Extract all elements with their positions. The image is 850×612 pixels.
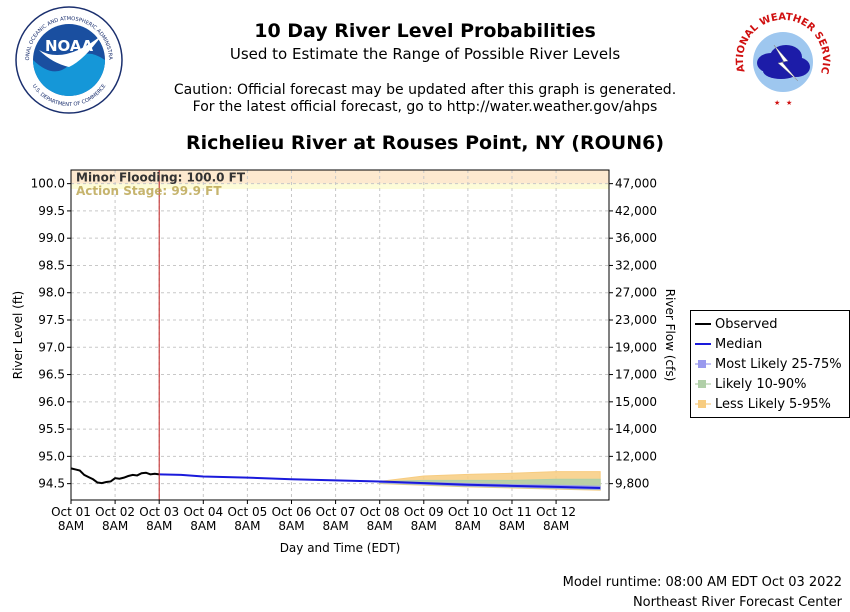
legend-item-most-likely: Most Likely 25-75%: [695, 355, 842, 373]
y2-tick-label: 36,000: [615, 231, 657, 245]
y-tick-label: 97.5: [38, 313, 65, 327]
legend-item-observed: Observed: [695, 315, 778, 333]
legend-item-likely: Likely 10-90%: [695, 375, 806, 393]
y2-tick-label: 42,000: [615, 204, 657, 218]
x-tick-label-day: Oct 07: [316, 505, 356, 519]
y2-tick-label: 47,000: [615, 177, 657, 191]
forecast-link-text[interactable]: For the latest official forecast, go to …: [192, 99, 658, 115]
x-tick-label-day: Oct 02: [95, 505, 135, 519]
svg-text:★: ★: [774, 99, 780, 107]
y-tick-label: 96.5: [38, 368, 65, 382]
x-tick-label-day: Oct 01: [51, 505, 91, 519]
y-tick-label: 98.5: [38, 258, 65, 272]
minor-flood-zone: [71, 170, 609, 184]
x-tick-label-day: Oct 05: [227, 505, 267, 519]
y2-axis-title: River Flow (cfs): [663, 289, 677, 382]
y2-tick-label: 14,000: [615, 422, 657, 436]
x-tick-label-time: 8AM: [146, 519, 172, 533]
y-tick-label: 94.5: [38, 477, 65, 491]
legend-item-median: Median: [695, 335, 762, 353]
action-stage-zone: [71, 183, 609, 190]
y-axis-title: River Level (ft): [11, 291, 25, 379]
y2-tick-label: 12,000: [615, 449, 657, 463]
y2-tick-label: 17,000: [615, 368, 657, 382]
chart-title: 10 Day River Level Probabilities: [254, 20, 596, 42]
forecast-center: Northeast River Forecast Center: [632, 595, 842, 610]
y-tick-label: 95.5: [38, 422, 65, 436]
noaa-logo: NOAA NATIONAL OCEANIC AND ATMOSPHERIC AD…: [14, 5, 123, 114]
x-tick-label-time: 8AM: [322, 519, 348, 533]
y2-tick-label: 27,000: [615, 286, 657, 300]
series-line-observed: [70, 467, 160, 485]
plot-border: [70, 169, 610, 501]
x-tick-label-time: 8AM: [499, 519, 525, 533]
svg-text:★: ★: [786, 99, 792, 107]
legend-item-less-likely: Less Likely 5-95%: [695, 395, 831, 413]
x-tick-label-day: Oct 12: [536, 505, 576, 519]
series-line-median: [159, 473, 601, 489]
y-tick-label: 99.5: [38, 204, 65, 218]
chart-legend: Observed Median Most Likely 25-75% Likel…: [690, 310, 850, 418]
y-tick-label: 97.0: [38, 340, 65, 354]
x-tick-label-time: 8AM: [411, 519, 437, 533]
caution-text: Caution: Official forecast may be update…: [173, 82, 677, 98]
chart-subtitle: Used to Estimate the Range of Possible R…: [229, 45, 621, 63]
station-title: Richelieu River at Rouses Point, NY (ROU…: [185, 132, 665, 154]
y2-tick-label: 15,000: [615, 395, 657, 409]
model-runtime: Model runtime: 08:00 AM EDT Oct 03 2022: [562, 575, 842, 590]
x-tick-label-day: Oct 08: [360, 505, 400, 519]
x-tick-label-time: 8AM: [102, 519, 128, 533]
x-tick-label-day: Oct 11: [492, 505, 532, 519]
minor-flood-label: Minor Flooding: 100.0 FT: [76, 171, 246, 185]
y-tick-label: 100.0: [31, 177, 65, 191]
y2-tick-label: 32,000: [615, 258, 657, 272]
x-tick-label-time: 8AM: [543, 519, 569, 533]
plot-area: [71, 170, 609, 500]
x-tick-label-time: 8AM: [455, 519, 481, 533]
x-tick-label-day: Oct 04: [183, 505, 223, 519]
x-tick-label-time: 8AM: [190, 519, 216, 533]
nws-logo: NATIONAL WEATHER SERVICE ★ ★: [726, 5, 837, 116]
y-tick-label: 98.0: [38, 286, 65, 300]
x-tick-label-time: 8AM: [58, 519, 84, 533]
y-tick-label: 95.0: [38, 449, 65, 463]
y2-tick-label: 23,000: [615, 313, 657, 327]
action-stage-label: Action Stage: 99.9 FT: [76, 184, 222, 198]
x-tick-label-time: 8AM: [367, 519, 393, 533]
x-tick-label-time: 8AM: [234, 519, 260, 533]
x-tick-label-day: Oct 09: [404, 505, 444, 519]
y-tick-label: 96.0: [38, 395, 65, 409]
y-tick-label: 99.0: [38, 231, 65, 245]
x-tick-label-time: 8AM: [278, 519, 304, 533]
y2-tick-label: 9,800: [615, 477, 649, 491]
noaa-logo-text: NOAA: [45, 37, 94, 55]
x-axis-title: Day and Time (EDT): [280, 541, 401, 555]
y2-tick-label: 19,000: [615, 340, 657, 354]
x-tick-label-day: Oct 06: [272, 505, 312, 519]
x-tick-label-day: Oct 10: [448, 505, 488, 519]
x-tick-label-day: Oct 03: [139, 505, 179, 519]
